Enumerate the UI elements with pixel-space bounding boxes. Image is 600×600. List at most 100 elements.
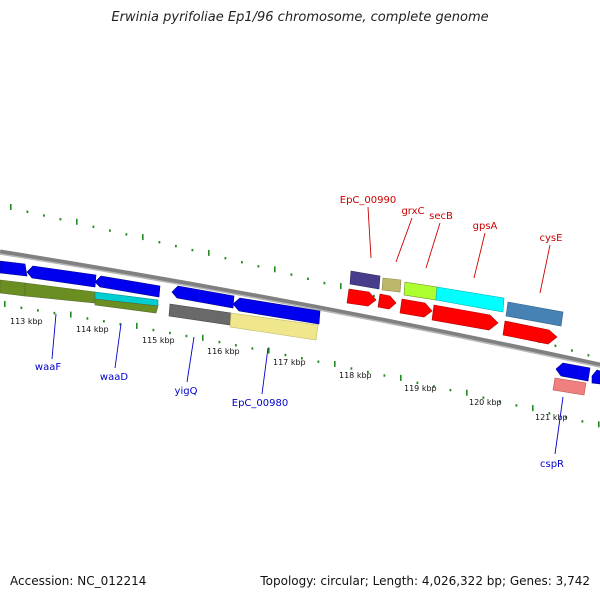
callout-line	[261, 347, 269, 395]
scale-tick	[20, 306, 23, 309]
scale-tick	[416, 381, 419, 384]
gene-label-forward[interactable]: grxC	[401, 206, 424, 217]
gene-arrow[interactable]	[232, 297, 321, 325]
callout-line	[114, 323, 122, 369]
scale-tick	[76, 218, 78, 225]
scale-tick	[169, 331, 171, 335]
gene-block-gpsA[interactable]	[435, 286, 505, 313]
kbp-label: 115 kbp	[142, 336, 175, 345]
scale-tick	[208, 249, 210, 256]
gene-arrow[interactable]	[431, 304, 499, 331]
scale-tick	[103, 320, 105, 323]
callout-line	[51, 313, 57, 360]
kbp-label: 119 kbp	[404, 384, 437, 393]
gene-label-reverse[interactable]: waaD	[100, 372, 128, 383]
kbp-label: 114 kbp	[76, 325, 109, 334]
scale-tick	[185, 334, 188, 338]
gene-label-forward[interactable]: gpsA	[473, 221, 498, 232]
scale-tick	[466, 389, 468, 396]
scale-tick	[323, 281, 326, 285]
scale-tick	[482, 396, 485, 399]
gene-label-reverse[interactable]: yigQ	[175, 386, 198, 397]
scale-tick	[175, 244, 177, 248]
scale-tick	[10, 204, 12, 210]
gene-block-EpC_00980[interactable]	[229, 312, 319, 341]
scale-tick	[301, 357, 303, 360]
gene-label-reverse[interactable]: waaF	[35, 362, 61, 373]
scale-tick	[433, 385, 435, 388]
inner-tick-row	[4, 301, 600, 428]
scale-tick	[152, 328, 155, 332]
callout-line	[367, 206, 372, 259]
gene-block-cysE[interactable]	[505, 301, 564, 327]
gene-arrow[interactable]	[377, 293, 397, 310]
gene-arrow[interactable]	[26, 265, 97, 288]
scale-tick	[400, 374, 402, 381]
kbp-label: 118 kbp	[339, 371, 372, 380]
callout-line	[395, 217, 413, 263]
scale-tick	[251, 347, 254, 350]
scale-tick	[86, 317, 89, 320]
scale-tick	[571, 349, 573, 352]
gene-label-reverse[interactable]: cspR	[540, 459, 564, 470]
backbone-line-shadow	[0, 253, 600, 368]
map-title: Erwinia pyrifoliae Ep1/96 chromosome, co…	[111, 10, 489, 25]
gene-block-olive[interactable]	[94, 298, 159, 314]
gene-block-cspR[interactable]	[552, 377, 587, 396]
scale-tick	[350, 367, 353, 370]
scale-tick	[4, 301, 6, 307]
callout-line	[425, 222, 441, 269]
gene-arrow[interactable]	[591, 369, 600, 385]
gene-arrow[interactable]	[94, 275, 161, 298]
gene-arrow[interactable]	[399, 298, 433, 318]
scale-tick	[92, 225, 95, 228]
scale-tick	[119, 323, 122, 326]
gene-arrow-waaF-region[interactable]	[0, 260, 28, 277]
scale-tick	[548, 412, 551, 415]
gene-label-forward[interactable]: cysE	[540, 233, 563, 244]
gene-arrow[interactable]	[502, 320, 558, 345]
scale-tick	[499, 400, 501, 403]
scale-tick	[581, 420, 584, 423]
callout-line	[554, 396, 564, 455]
scale-tick	[70, 311, 72, 318]
gene-label-forward[interactable]: EpC_00990	[340, 195, 396, 206]
scale-tick	[202, 334, 204, 341]
gene-arrow[interactable]	[555, 362, 591, 382]
scale-tick	[532, 405, 534, 412]
gene-block-waaD[interactable]	[24, 282, 96, 304]
gene-block-yigQ[interactable]	[168, 303, 232, 326]
kbp-label: 121 kbp	[535, 413, 568, 422]
scale-tick	[158, 241, 161, 244]
scale-tick	[274, 266, 276, 273]
scale-tick	[109, 229, 111, 232]
gene-arrow[interactable]	[171, 285, 235, 309]
scale-tick	[373, 294, 375, 298]
scale-tick	[43, 214, 45, 217]
kbp-label: 117 kbp	[273, 358, 306, 367]
gene-block-grxC[interactable]	[381, 277, 402, 293]
scale-tick	[257, 265, 260, 268]
gene-arrow[interactable]	[346, 288, 377, 307]
gene-label-forward[interactable]: secB	[429, 211, 453, 222]
scale-tick	[284, 353, 287, 357]
scale-tick	[241, 261, 243, 264]
kbp-label: 116 kbp	[207, 347, 240, 356]
gene-label-reverse[interactable]: EpC_00980	[232, 398, 288, 409]
scale-tick	[26, 210, 29, 213]
scale-tick	[224, 257, 227, 260]
gene-block-waaF[interactable]	[0, 279, 26, 297]
callout-line	[186, 336, 195, 383]
gene-block-EpC_00990[interactable]	[349, 270, 381, 290]
scale-tick	[290, 273, 293, 276]
scale-tick	[515, 404, 518, 407]
scale-tick	[136, 322, 138, 329]
scale-tick	[598, 421, 600, 428]
scale-tick	[218, 340, 221, 344]
kbp-label: 120 kbp	[469, 398, 502, 407]
gene-block-secB[interactable]	[403, 281, 438, 301]
scale-tick	[340, 283, 342, 290]
scale-tick	[235, 344, 237, 347]
callout-line	[539, 244, 551, 294]
